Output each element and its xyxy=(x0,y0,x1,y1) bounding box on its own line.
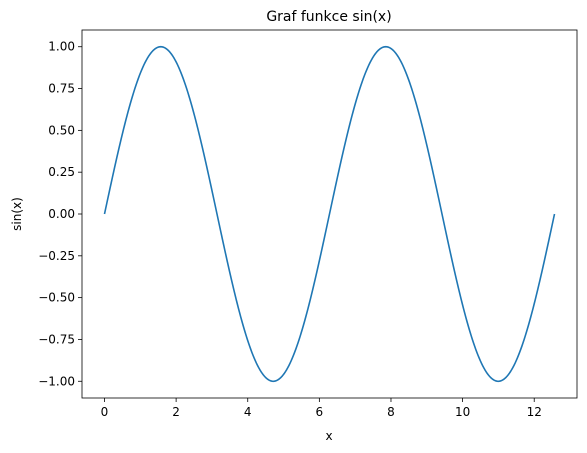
y-tick-label: 0.75 xyxy=(48,82,75,96)
x-tick-label: 8 xyxy=(387,405,395,419)
y-tick-label: 1.00 xyxy=(48,40,75,54)
y-axis-ticks: −1.00 −0.75 −0.50 −0.25 0.00 0.25 0.50 0.75 1.00 xyxy=(38,40,82,388)
y-tick-label: −0.75 xyxy=(38,332,75,346)
x-tick-label: 0 xyxy=(101,405,109,419)
y-tick-label: 0.50 xyxy=(48,123,75,137)
x-axis-ticks: 0 2 4 6 8 10 12 xyxy=(101,398,542,419)
x-tick-label: 6 xyxy=(316,405,324,419)
y-tick-label: 0.00 xyxy=(48,207,75,221)
x-axis-label: x xyxy=(325,429,332,443)
chart-title: Graf funkce sin(x) xyxy=(266,9,391,25)
x-tick-label: 4 xyxy=(244,405,252,419)
x-tick-label: 12 xyxy=(527,405,542,419)
sin-series-line xyxy=(103,45,556,383)
x-tick-label: 2 xyxy=(172,405,180,419)
y-tick-label: 0.25 xyxy=(48,165,75,179)
x-tick-label: 10 xyxy=(455,405,470,419)
y-tick-label: −0.25 xyxy=(38,249,75,263)
y-tick-label: −0.50 xyxy=(38,291,75,305)
plot-area xyxy=(103,45,556,383)
y-tick-label: −1.00 xyxy=(38,374,75,388)
y-axis-label: sin(x) xyxy=(10,197,24,231)
